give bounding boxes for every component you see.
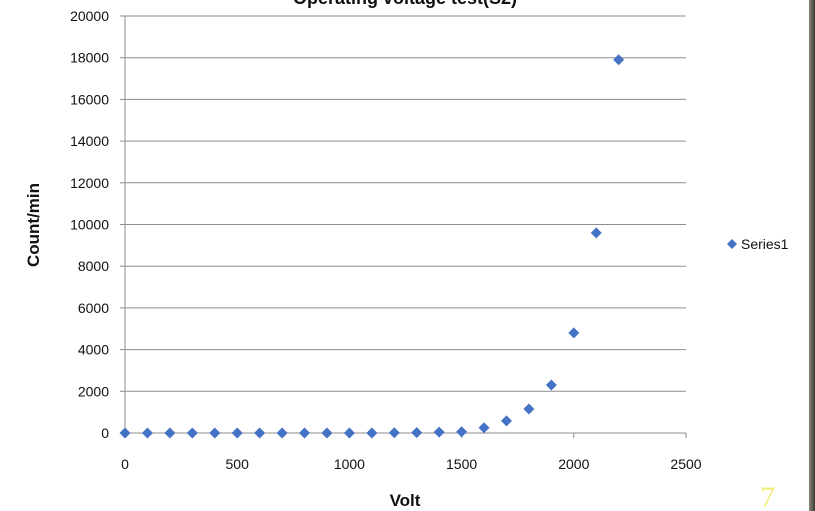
- legend: Series1: [727, 236, 789, 252]
- y-axis-title: Count/min: [24, 183, 43, 267]
- gridlines: [125, 15, 686, 392]
- data-point: [231, 427, 243, 439]
- y-tick-label: 14000: [70, 133, 109, 149]
- data-point: [141, 427, 153, 439]
- data-point: [321, 427, 333, 439]
- legend-marker-diamond-icon: [727, 239, 737, 249]
- x-axis-title: Volt: [390, 491, 421, 510]
- data-point: [276, 427, 288, 439]
- data-point: [299, 427, 311, 439]
- data-point: [254, 427, 266, 439]
- data-point: [500, 415, 512, 427]
- data-point: [388, 427, 400, 439]
- y-tick-label: 8000: [78, 258, 109, 274]
- y-tick-label: 12000: [70, 175, 109, 191]
- data-point: [411, 427, 423, 439]
- data-points: [119, 54, 625, 439]
- data-point: [478, 422, 490, 434]
- data-point: [343, 427, 355, 439]
- y-tick-label: 2000: [78, 383, 109, 399]
- x-tick-label: 2000: [558, 456, 589, 472]
- data-point: [456, 426, 468, 438]
- legend-label: Series1: [741, 236, 789, 252]
- x-tick-label: 1500: [446, 456, 477, 472]
- y-tick-label: 6000: [78, 300, 109, 316]
- y-tick-label: 18000: [70, 50, 109, 66]
- tick-labels: 0200040006000800010000120001400016000180…: [70, 8, 702, 472]
- data-point: [613, 54, 625, 66]
- y-tick-label: 10000: [70, 217, 109, 233]
- y-tick-label: 0: [101, 425, 109, 441]
- x-tick-label: 500: [226, 456, 250, 472]
- axes: [120, 15, 687, 438]
- data-point: [590, 227, 602, 239]
- y-tick-label: 16000: [70, 91, 109, 107]
- data-point: [186, 427, 198, 439]
- x-tick-label: 0: [121, 456, 129, 472]
- slide-number: 7: [760, 481, 775, 511]
- data-point: [209, 427, 221, 439]
- y-tick-label: 20000: [70, 8, 109, 24]
- data-point: [545, 379, 557, 391]
- data-point: [366, 427, 378, 439]
- data-point: [523, 403, 535, 415]
- x-tick-label: 1000: [334, 456, 365, 472]
- y-tick-label: 4000: [78, 342, 109, 358]
- x-tick-label: 2500: [670, 456, 701, 472]
- data-point: [164, 427, 176, 439]
- data-point: [433, 426, 445, 438]
- data-point: [568, 327, 580, 339]
- slide-edge-strip: [809, 0, 815, 511]
- chart-title: Operating voltage test(S2): [293, 0, 517, 8]
- data-point: [119, 427, 131, 439]
